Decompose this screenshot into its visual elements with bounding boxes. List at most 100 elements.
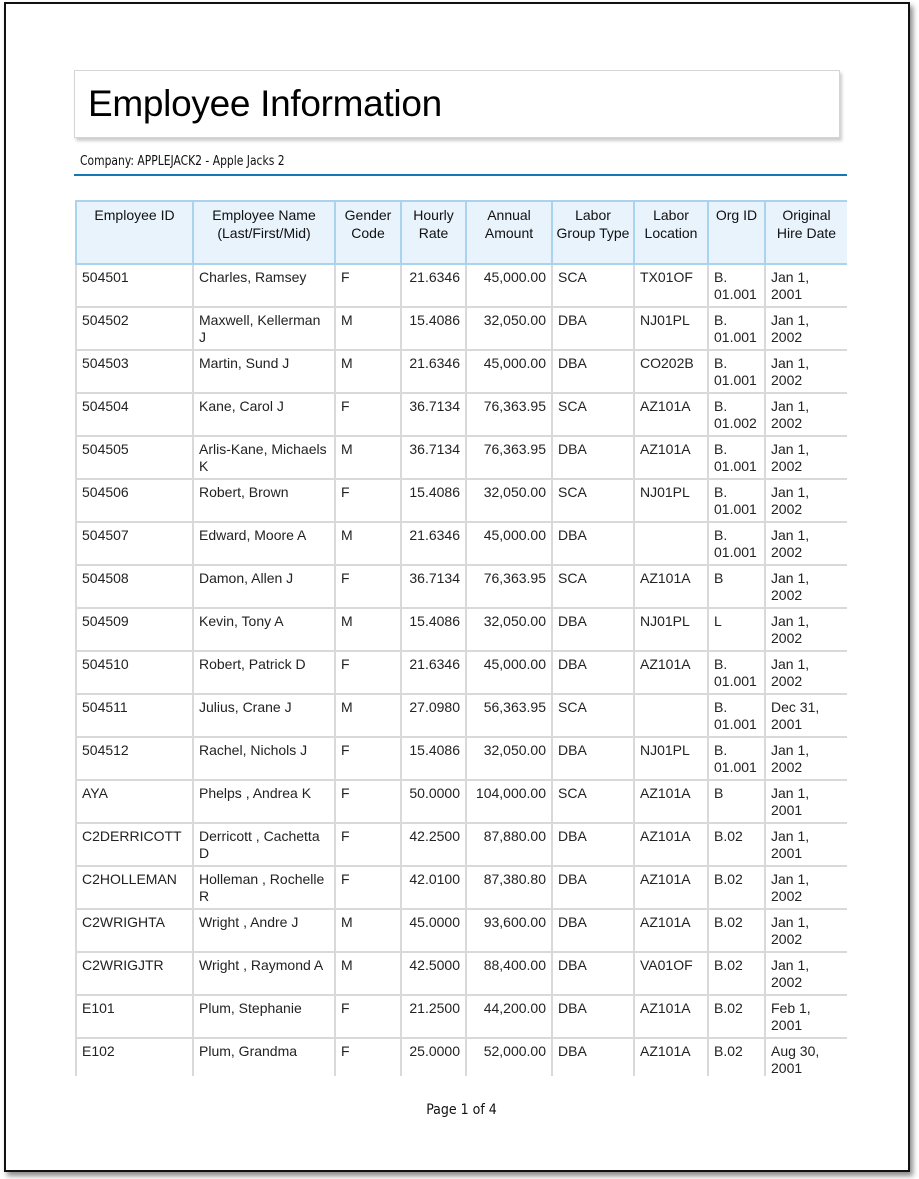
cell-hourly-rate: 21.6346 xyxy=(400,650,467,695)
cell-hourly-rate: 50.0000 xyxy=(400,779,467,824)
cell-hourly-rate: 21.6346 xyxy=(400,263,467,308)
cell-labor-location: AZ101A xyxy=(633,994,709,1039)
table-row: 504503 Martin, Sund J M 21.6346 45,000.00 DBA… xyxy=(75,349,847,394)
cell-original-hire-date: Jan 1, 2002 xyxy=(764,521,847,566)
cell-annual-amount: 76,363.95 xyxy=(465,392,553,437)
cell-gender-code: M xyxy=(334,435,402,480)
cell-gender-code: F xyxy=(334,994,402,1039)
cell-gender-code: F xyxy=(334,650,402,695)
cell-labor-group-type: DBA xyxy=(551,349,635,394)
cell-annual-amount: 87,380.80 xyxy=(465,865,553,910)
cell-employee-id: AYA xyxy=(75,779,194,824)
cell-gender-code: F xyxy=(334,779,402,824)
cell-employee-name: Plum, Stephanie xyxy=(192,994,336,1039)
cell-org-id: B.02 xyxy=(707,951,766,996)
employee-table-container: Employee ID Employee Name (Last/First/Mi… xyxy=(75,200,847,1076)
cell-hourly-rate: 42.2500 xyxy=(400,822,467,867)
cell-gender-code: M xyxy=(334,306,402,351)
table-row: C2DERRICOTT Derricott , Cachetta D F 42.250… xyxy=(75,822,847,867)
cell-org-id: B. 01.001 xyxy=(707,263,766,308)
cell-org-id: B.02 xyxy=(707,822,766,867)
cell-labor-group-type: DBA xyxy=(551,435,635,480)
cell-labor-group-type: DBA xyxy=(551,865,635,910)
table-row: 504510 Robert, Patrick D F 21.6346 45,000.00… xyxy=(75,650,847,695)
cell-labor-location: NJ01PL xyxy=(633,306,709,351)
table-row: 504512 Rachel, Nichols J F 15.4086 32,050.00… xyxy=(75,736,847,781)
cell-labor-location: NJ01PL xyxy=(633,736,709,781)
cell-original-hire-date: Jan 1, 2002 xyxy=(764,564,847,609)
cell-employee-name: Plum, Grandma xyxy=(192,1037,336,1076)
report-page: Employee Information Company: APPLEJACK2… xyxy=(4,2,910,1172)
header-labor-location: Labor Location xyxy=(633,200,709,265)
table-row: C2HOLLEMAN Holleman , Rochelle R F 42.0100 8… xyxy=(75,865,847,910)
cell-org-id: B. 01.001 xyxy=(707,478,766,523)
cell-annual-amount: 76,363.95 xyxy=(465,564,553,609)
cell-employee-id: 504510 xyxy=(75,650,194,695)
cell-employee-name: Wright , Andre J xyxy=(192,908,336,953)
cell-labor-group-type: SCA xyxy=(551,478,635,523)
cell-employee-name: Kane, Carol J xyxy=(192,392,336,437)
cell-original-hire-date: Jan 1, 2002 xyxy=(764,392,847,437)
cell-org-id: B. 01.001 xyxy=(707,693,766,738)
cell-hourly-rate: 36.7134 xyxy=(400,435,467,480)
cell-employee-id: 504511 xyxy=(75,693,194,738)
cell-labor-group-type: DBA xyxy=(551,1037,635,1076)
cell-employee-name: Robert, Brown xyxy=(192,478,336,523)
cell-employee-name: Edward, Moore A xyxy=(192,521,336,566)
cell-hourly-rate: 45.0000 xyxy=(400,908,467,953)
cell-employee-name: Julius, Crane J xyxy=(192,693,336,738)
cell-hourly-rate: 21.6346 xyxy=(400,349,467,394)
cell-annual-amount: 87,880.00 xyxy=(465,822,553,867)
page-title: Employee Information xyxy=(88,83,442,124)
cell-hourly-rate: 42.5000 xyxy=(400,951,467,996)
cell-original-hire-date: Jan 1, 2002 xyxy=(764,650,847,695)
cell-org-id: B. 01.001 xyxy=(707,650,766,695)
cell-org-id: B. 01.001 xyxy=(707,521,766,566)
cell-employee-id: 504512 xyxy=(75,736,194,781)
cell-labor-location: AZ101A xyxy=(633,779,709,824)
cell-annual-amount: 32,050.00 xyxy=(465,306,553,351)
cell-employee-id: 504505 xyxy=(75,435,194,480)
cell-gender-code: F xyxy=(334,865,402,910)
table-row: C2WRIGHTA Wright , Andre J M 45.0000 93,600.… xyxy=(75,908,847,953)
cell-employee-name: Kevin, Tony A xyxy=(192,607,336,652)
header-org-id: Org ID xyxy=(707,200,766,265)
cell-annual-amount: 32,050.00 xyxy=(465,736,553,781)
cell-original-hire-date: Jan 1, 2001 xyxy=(764,779,847,824)
cell-org-id: B.02 xyxy=(707,865,766,910)
cell-labor-location: AZ101A xyxy=(633,650,709,695)
cell-employee-id: C2WRIGJTR xyxy=(75,951,194,996)
cell-org-id: B. 01.001 xyxy=(707,349,766,394)
cell-annual-amount: 52,000.00 xyxy=(465,1037,553,1076)
cell-gender-code: M xyxy=(334,908,402,953)
cell-employee-id: C2DERRICOTT xyxy=(75,822,194,867)
cell-original-hire-date: Dec 31, 2001 xyxy=(764,693,847,738)
table-row: 504505 Arlis-Kane, Michaels K M 36.7134 76,3… xyxy=(75,435,847,480)
cell-labor-group-type: SCA xyxy=(551,263,635,308)
cell-org-id: L xyxy=(707,607,766,652)
cell-org-id: B.02 xyxy=(707,908,766,953)
cell-annual-amount: 104,000.00 xyxy=(465,779,553,824)
cell-employee-id: 504503 xyxy=(75,349,194,394)
page-number: Page 1 of 4 xyxy=(426,1102,497,1118)
cell-employee-name: Wright , Raymond A xyxy=(192,951,336,996)
cell-employee-id: C2WRIGHTA xyxy=(75,908,194,953)
cell-labor-group-type: DBA xyxy=(551,994,635,1039)
cell-employee-id: E101 xyxy=(75,994,194,1039)
cell-labor-group-type: SCA xyxy=(551,779,635,824)
cell-employee-id: 504506 xyxy=(75,478,194,523)
cell-employee-name: Damon, Allen J xyxy=(192,564,336,609)
cell-annual-amount: 76,363.95 xyxy=(465,435,553,480)
cell-gender-code: M xyxy=(334,693,402,738)
cell-annual-amount: 45,000.00 xyxy=(465,650,553,695)
cell-hourly-rate: 36.7134 xyxy=(400,392,467,437)
cell-gender-code: M xyxy=(334,951,402,996)
cell-labor-location: NJ01PL xyxy=(633,478,709,523)
cell-hourly-rate: 15.4086 xyxy=(400,478,467,523)
cell-original-hire-date: Jan 1, 2002 xyxy=(764,951,847,996)
header-employee-name: Employee Name (Last/First/Mid) xyxy=(192,200,336,265)
cell-employee-id: C2HOLLEMAN xyxy=(75,865,194,910)
cell-hourly-rate: 42.0100 xyxy=(400,865,467,910)
cell-hourly-rate: 15.4086 xyxy=(400,306,467,351)
cell-employee-id: E102 xyxy=(75,1037,194,1076)
